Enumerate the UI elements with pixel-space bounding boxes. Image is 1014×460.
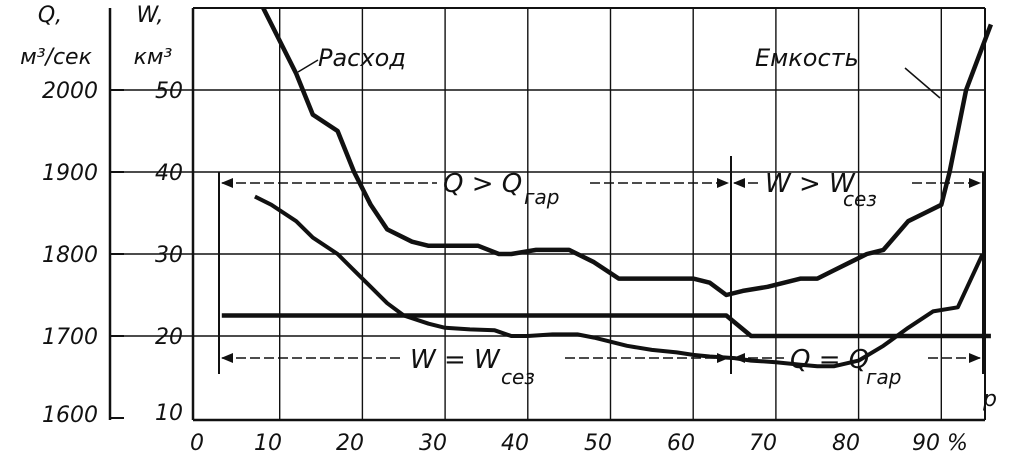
q-tick-label: 1800 <box>42 243 98 268</box>
x-tick-label: 0 <box>190 431 204 456</box>
axes <box>108 7 986 422</box>
w-eq-label-sub: сез <box>501 365 535 389</box>
x-tick-label: 60 <box>667 431 695 456</box>
w-axis-title: W, <box>137 3 164 28</box>
w-ticks: 50 40 30 20 10 <box>155 79 183 426</box>
arrowhead <box>717 178 729 188</box>
w-axis-unit: км³ <box>134 45 173 70</box>
q-gt-label-sub: гар <box>524 185 559 209</box>
x-tick-label: 20 <box>336 431 364 456</box>
x-axis-label: p <box>982 387 997 412</box>
q-tick-label: 1600 <box>42 403 98 428</box>
w-tick-label: 50 <box>155 79 183 104</box>
arrowhead <box>221 178 233 188</box>
q-axis-unit: м³/сек <box>20 45 92 70</box>
q-ticks: 2000 1900 1800 1700 1600 <box>42 79 124 428</box>
label-leader-storage <box>904 67 941 99</box>
w-tick-label: 10 <box>155 401 183 426</box>
q-tick-label: 2000 <box>42 79 98 104</box>
arrowhead <box>733 178 745 188</box>
w-gt-label-sub: сез <box>843 187 877 211</box>
label-leader-flow <box>297 59 319 73</box>
arrowhead <box>969 178 981 188</box>
q-eq-label-sub: гар <box>866 365 901 389</box>
x-ticks: 0 10 20 30 40 50 60 70 80 90 % p <box>190 387 997 456</box>
w-gt-label: W > W <box>765 169 856 199</box>
x-tick-label: 40 <box>501 431 529 456</box>
w-tick-label: 40 <box>155 161 183 186</box>
w-tick-label: 20 <box>155 325 183 350</box>
x-tick-label: 10 <box>254 431 282 456</box>
series-flow-line <box>254 194 985 369</box>
region-markers: Q > Q гар W > W сез W = W сез Q = Q гар <box>218 156 984 389</box>
q-tick-label: 1700 <box>42 325 98 350</box>
x-tick-label: 50 <box>584 431 612 456</box>
label-flow: Расход <box>318 44 406 72</box>
series-layer <box>221 6 994 369</box>
series-storage-line <box>261 6 994 298</box>
w-tick-label: 30 <box>155 243 183 268</box>
arrowhead <box>969 353 981 363</box>
x-tick-label: 70 <box>749 431 777 456</box>
q-tick-label: 1900 <box>42 161 98 186</box>
w-eq-label: W = W <box>410 345 501 375</box>
x-tick-label: 80 <box>832 431 860 456</box>
q-gt-label: Q > Q <box>443 169 522 199</box>
label-storage: Емкость <box>755 44 859 72</box>
guaranteed-flow-line <box>221 313 991 339</box>
arrowhead <box>221 353 233 363</box>
curve-labels: Расход Емкость <box>297 44 941 99</box>
x-tick-label: 90 % <box>912 431 968 456</box>
q-axis-title: Q, <box>38 3 62 28</box>
x-tick-label: 30 <box>419 431 447 456</box>
